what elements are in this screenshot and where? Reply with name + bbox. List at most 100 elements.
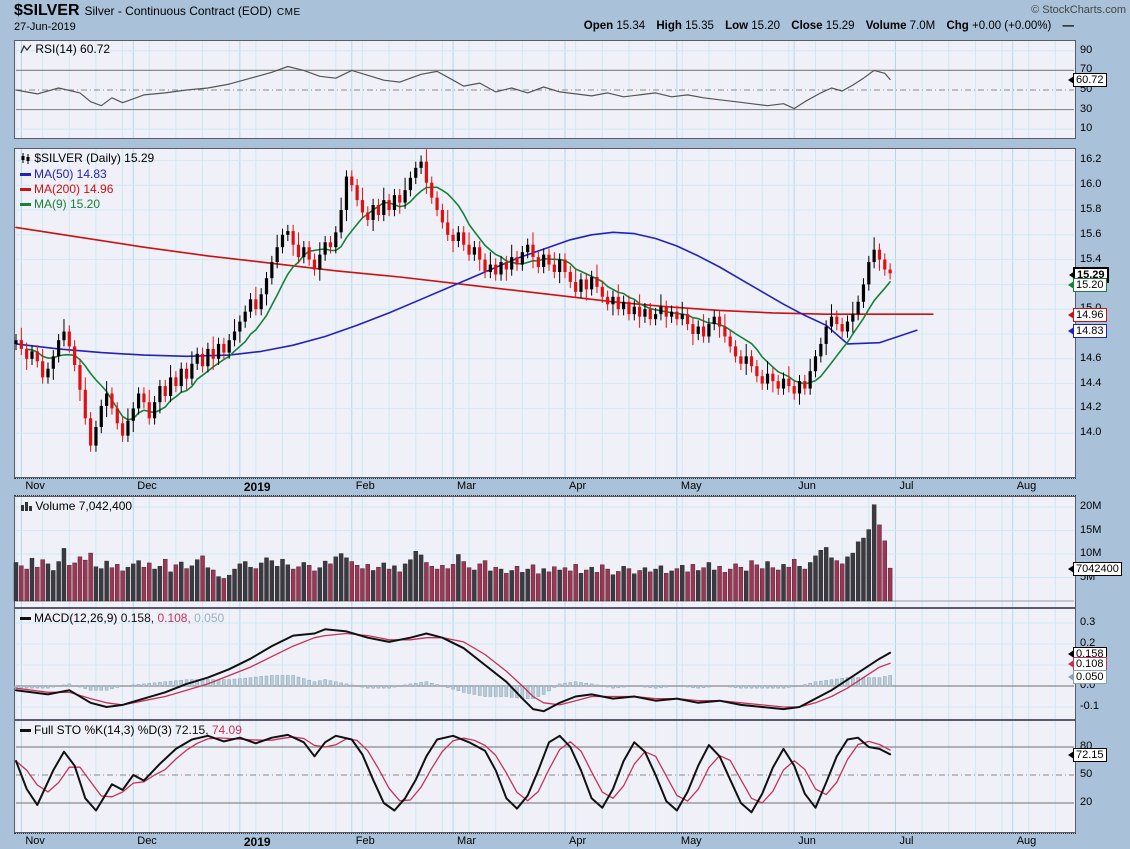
month-label: May [680,480,702,492]
volume-label: Volume [865,20,907,32]
exchange: CME [276,7,301,18]
sto-swatch [20,729,31,733]
axis-tick-label: 10 [1080,122,1093,135]
axis-callout: 0.108 [1068,657,1107,672]
axis-tick-label: 15M [1080,523,1102,536]
price-title: $SILVER (Daily) 15.29 [34,151,155,165]
month-label: Apr [568,835,587,847]
low-value: 15.20 [751,20,781,32]
open-label: Open [583,20,614,32]
chg-dash: — [1062,20,1075,32]
axis-tick-label: 14.6 [1080,351,1102,364]
ma9-legend: MA(9) 15.20 [20,197,100,211]
month-label: Aug [1016,835,1037,847]
month-label: Feb [355,835,375,847]
chg-label: Chg [946,20,969,32]
axis-tick-label: 14.2 [1080,401,1102,414]
month-label: Feb [355,480,375,492]
axis-tick-label: 16.2 [1080,153,1102,166]
ma9-swatch [20,203,31,207]
axis-tick-label: 70 [1080,63,1093,76]
indicator-icon [20,44,32,54]
month-label: Dec [137,835,157,847]
ma9-label: MA(9) 15.20 [34,197,101,211]
month-label: Jun [798,480,816,492]
axis-callout: 60.72 [1068,73,1107,88]
month-label: Aug [1016,480,1037,492]
high-value: 15.35 [685,20,714,32]
macd-value-2: 0.108 [157,611,188,625]
axis-tick-label: 10M [1080,547,1102,559]
axis-tick-label: 20 [1080,795,1093,808]
chart-header: $SILVER Silver - Continuous Contract (EOD… [14,2,301,20]
axis-tick-label: 50 [1080,768,1093,780]
month-label: Mar [457,480,476,492]
candlestick-icon [21,153,30,164]
ma50-swatch [20,173,31,177]
ma200-label: MA(200) 14.96 [34,182,114,196]
axis-tick-label: 14.0 [1080,426,1102,439]
low-label: Low [725,20,749,32]
month-label: Jul [899,480,914,492]
symbol-description: Silver - Continuous Contract (EOD) [84,4,272,18]
rsi-label: RSI(14) 60.72 [35,42,111,56]
high-label: High [656,20,682,32]
axis-tick-label: 20M [1080,500,1102,512]
axis-tick-label: 30 [1080,102,1093,115]
axis-callout: 0.050 [1068,669,1107,684]
axis-callout: 15.20 [1068,278,1107,293]
axis-tick-label: 15.8 [1080,203,1102,215]
month-label: 2019 [243,480,271,494]
month-label: Nov [25,835,45,847]
symbol: $SILVER [14,2,80,19]
axis-callout: 14.83 [1068,324,1107,339]
axis-tick-label: 0.3 [1080,616,1096,628]
sto-value-d: 74.09 [211,723,242,737]
volume-label: Volume 7,042,400 [35,499,133,513]
close-label: Close [791,20,823,32]
date-axis-top [14,478,1076,496]
ma200-legend: MA(200) 14.96 [20,182,113,196]
volume-panel [14,496,1076,608]
month-label: May [680,835,702,847]
copyright-link[interactable]: © StockCharts.com [1031,4,1126,16]
macd-swatch [20,617,31,621]
ma50-legend: MA(50) 14.83 [20,167,107,181]
sto-legend: Full STO %K(14,3) %D(3) 72.15, 74.09 [20,723,242,737]
axis-tick-label: 0.2 [1080,637,1096,649]
axis-tick-label: 15.6 [1080,227,1102,240]
rsi-legend: RSI(14) 60.72 [20,42,110,56]
sto-label: Full STO %K(14,3) %D(3) [34,723,172,737]
axis-tick-label: 90 [1080,43,1093,56]
axis-callout: 72.15 [1068,748,1107,763]
price-legend: $SILVER (Daily) 15.29 [20,151,154,165]
rsi-panel [14,40,1076,139]
open-value: 15.34 [616,20,646,32]
month-label: Jul [899,835,914,847]
sto-value-k: 72.15 [175,723,206,737]
month-label: Nov [25,480,45,492]
month-label: Mar [457,835,476,847]
chart-date: 27-Jun-2019 [14,21,76,33]
axis-tick-label: 14.4 [1080,376,1102,389]
axis-tick-label: -0.1 [1080,700,1099,712]
chg-value: +0.00 (+0.00%) [972,20,1052,32]
volume-bars-icon [21,502,32,511]
month-label: Jun [798,835,816,847]
ma50-label: MA(50) 14.83 [34,167,107,181]
quote-strip: Open 15.34 High 15.35 Low 15.20 Close 15… [576,20,1074,32]
month-label: Dec [137,480,157,492]
axis-tick-label: 16.0 [1080,178,1102,191]
axis-callout: 14.96 [1068,308,1107,323]
macd-label: MACD(12,26,9) [34,611,118,625]
month-label: Apr [568,480,587,492]
volume-legend: Volume 7,042,400 [20,499,132,513]
month-label: 2019 [243,835,271,849]
macd-value-1: 0.158 [120,611,151,625]
axis-callout: 7042400 [1068,561,1122,576]
date-axis-bottom [14,833,1076,846]
macd-legend: MACD(12,26,9) 0.158, 0.108, 0.050 [20,611,224,625]
axis-tick-label: 15.4 [1080,252,1102,265]
close-value: 15.29 [825,20,855,32]
